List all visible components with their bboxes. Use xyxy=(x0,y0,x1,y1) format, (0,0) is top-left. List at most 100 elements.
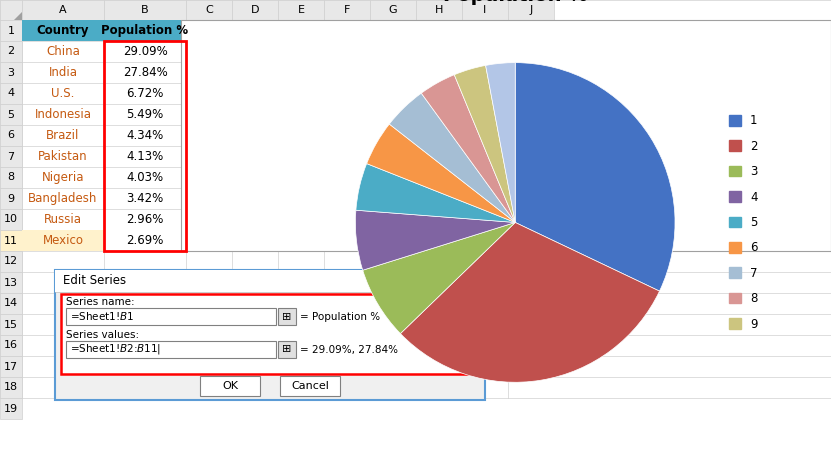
Text: 15: 15 xyxy=(4,320,18,330)
Text: 5.49%: 5.49% xyxy=(126,108,164,121)
Bar xyxy=(0,356,22,377)
Text: H: H xyxy=(435,5,443,15)
Wedge shape xyxy=(421,75,515,222)
Text: D: D xyxy=(251,5,259,15)
Bar xyxy=(104,41,186,251)
Wedge shape xyxy=(366,124,515,222)
Wedge shape xyxy=(362,222,515,334)
Text: Nigeria: Nigeria xyxy=(42,171,84,184)
Text: 12: 12 xyxy=(4,257,18,266)
Bar xyxy=(462,0,508,20)
Text: ?: ? xyxy=(431,275,438,287)
Bar xyxy=(0,230,22,251)
Bar xyxy=(61,294,479,374)
Text: Brazil: Brazil xyxy=(47,129,80,142)
Text: F: F xyxy=(344,5,350,15)
Bar xyxy=(104,0,186,20)
Bar xyxy=(22,230,104,251)
Text: 17: 17 xyxy=(4,361,18,371)
Bar xyxy=(280,376,340,396)
Text: J: J xyxy=(529,5,533,15)
Text: = Population %: = Population % xyxy=(300,311,380,321)
Bar xyxy=(200,376,260,396)
Text: Country: Country xyxy=(37,24,89,37)
Bar xyxy=(370,0,416,20)
Wedge shape xyxy=(356,163,515,222)
Text: 4.03%: 4.03% xyxy=(126,171,164,184)
Text: 14: 14 xyxy=(4,298,18,309)
Bar xyxy=(0,335,22,356)
Bar xyxy=(0,209,22,230)
Text: Population %: Population % xyxy=(101,24,189,37)
Text: Edit Series: Edit Series xyxy=(63,275,126,287)
Text: 6: 6 xyxy=(7,130,14,140)
Bar xyxy=(508,0,554,20)
Bar xyxy=(232,0,278,20)
Text: X: X xyxy=(470,276,477,286)
Text: Pakistan: Pakistan xyxy=(38,150,88,163)
Text: 16: 16 xyxy=(4,340,18,350)
Text: 5: 5 xyxy=(7,109,14,119)
Text: =Sheet1!$B$1: =Sheet1!$B$1 xyxy=(70,311,135,322)
Bar xyxy=(0,104,22,125)
Bar xyxy=(324,0,370,20)
Text: 8: 8 xyxy=(7,173,15,183)
Text: Mexico: Mexico xyxy=(42,234,83,247)
Text: 3: 3 xyxy=(7,68,14,78)
Text: =Sheet1!$B$2:$B$11|: =Sheet1!$B$2:$B$11| xyxy=(70,342,161,356)
Text: 10: 10 xyxy=(4,214,18,224)
Legend: 1, 2, 3, 4, 5, 6, 7, 8, 9: 1, 2, 3, 4, 5, 6, 7, 8, 9 xyxy=(729,114,758,331)
Text: U.S.: U.S. xyxy=(52,87,75,100)
Text: ⊞: ⊞ xyxy=(283,345,292,355)
Bar xyxy=(0,188,22,209)
Bar xyxy=(66,308,276,325)
Wedge shape xyxy=(389,93,515,222)
Bar xyxy=(22,0,104,20)
Text: 27.84%: 27.84% xyxy=(123,66,167,79)
Text: 3.42%: 3.42% xyxy=(126,192,164,205)
Text: 2.96%: 2.96% xyxy=(126,213,164,226)
Bar xyxy=(0,20,22,41)
Text: E: E xyxy=(297,5,304,15)
Bar xyxy=(0,272,22,293)
Bar xyxy=(0,0,22,20)
Text: A: A xyxy=(59,5,66,15)
Bar xyxy=(55,270,485,400)
Bar xyxy=(0,83,22,104)
Bar xyxy=(104,230,186,251)
Bar xyxy=(22,20,104,41)
Text: OK: OK xyxy=(222,381,238,391)
Text: 19: 19 xyxy=(4,404,18,414)
Text: Cancel: Cancel xyxy=(291,381,329,391)
Bar xyxy=(0,62,22,83)
Bar xyxy=(186,0,232,20)
Text: Bangladesh: Bangladesh xyxy=(28,192,98,205)
Bar xyxy=(0,293,22,314)
Text: 1: 1 xyxy=(7,25,14,35)
Bar xyxy=(55,270,485,292)
Wedge shape xyxy=(485,63,515,222)
Text: I: I xyxy=(484,5,487,15)
Text: 18: 18 xyxy=(4,383,18,393)
Text: Indonesia: Indonesia xyxy=(35,108,91,121)
Text: 29.09%: 29.09% xyxy=(123,45,167,58)
Text: ⊞: ⊞ xyxy=(283,311,292,321)
Wedge shape xyxy=(515,63,675,291)
Bar xyxy=(0,41,22,62)
Wedge shape xyxy=(401,222,660,382)
Bar xyxy=(465,273,481,289)
Bar xyxy=(278,341,296,358)
Text: 4: 4 xyxy=(7,89,15,99)
Text: 11: 11 xyxy=(4,236,18,246)
Bar xyxy=(0,398,22,419)
Bar xyxy=(0,146,22,167)
Text: 7: 7 xyxy=(7,152,15,162)
Text: B: B xyxy=(141,5,149,15)
Text: Series values:: Series values: xyxy=(66,330,139,340)
Text: Russia: Russia xyxy=(44,213,82,226)
Bar xyxy=(0,125,22,146)
Text: Series name:: Series name: xyxy=(66,297,135,307)
Bar xyxy=(0,251,22,272)
Text: 2.69%: 2.69% xyxy=(126,234,164,247)
Text: 4.34%: 4.34% xyxy=(126,129,164,142)
